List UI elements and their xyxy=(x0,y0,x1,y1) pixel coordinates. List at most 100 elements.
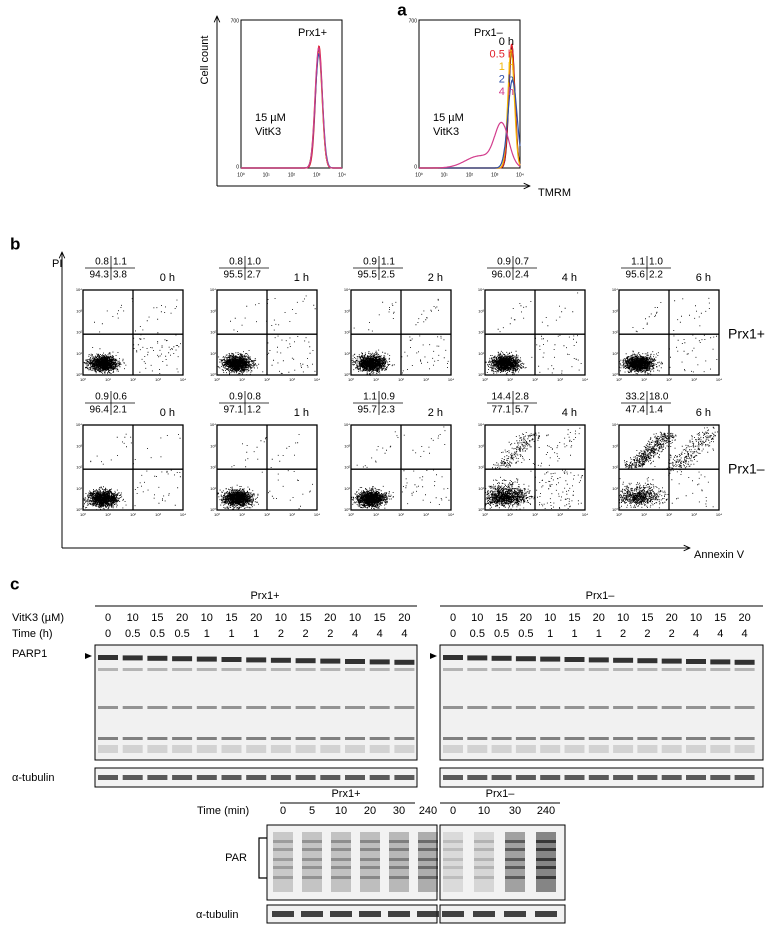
band xyxy=(122,706,143,709)
band xyxy=(389,848,409,851)
axis-tick-label: 10⁰ xyxy=(76,372,82,377)
axis-tick-label: 10⁰ xyxy=(80,512,86,517)
band xyxy=(246,657,267,663)
row-label: VitK3 (µM) xyxy=(12,612,64,624)
lane-label: 15 xyxy=(299,612,311,624)
axis-tick-label: 10⁴ xyxy=(76,287,82,292)
band xyxy=(418,876,438,879)
axis-tick-label: 10¹ xyxy=(373,377,379,382)
band xyxy=(564,775,585,780)
axis-tick-label: 10² xyxy=(130,377,136,382)
band xyxy=(443,866,463,869)
band xyxy=(345,706,365,709)
axis-tick-label: 10⁰ xyxy=(612,372,618,377)
band xyxy=(246,737,267,740)
band xyxy=(221,668,242,671)
x-axis-label: Annexin V xyxy=(694,549,745,561)
band xyxy=(637,706,658,709)
axis-tick-label: 10⁴ xyxy=(478,422,484,427)
band xyxy=(369,775,390,780)
band xyxy=(710,737,731,740)
blot-parp1 xyxy=(439,644,764,761)
band xyxy=(474,840,494,843)
lane-label: 15 xyxy=(495,612,507,624)
band xyxy=(504,911,526,917)
lane-label: 15 xyxy=(374,612,386,624)
axis-tick-label: 10² xyxy=(398,377,404,382)
quadrant-value: 0.8 xyxy=(247,392,261,403)
band xyxy=(418,866,438,869)
band xyxy=(98,655,118,660)
axis-tick-label: 10² xyxy=(344,465,350,470)
dot-plot-events xyxy=(351,298,449,376)
lane-label: 0 xyxy=(105,628,111,640)
band xyxy=(360,876,380,879)
histogram-curve xyxy=(241,46,342,169)
band xyxy=(661,775,682,780)
quadrant-value: 0.8 xyxy=(229,257,243,268)
band xyxy=(686,737,706,740)
row-label: Time (min) xyxy=(197,805,249,817)
y-axis-label: PI xyxy=(52,258,62,270)
band xyxy=(491,737,512,740)
dot-plot-events xyxy=(217,295,316,376)
axis-tick-label: 10¹ xyxy=(641,512,647,517)
band xyxy=(564,745,585,753)
lane-label: 20 xyxy=(176,612,188,624)
x-tick-label: 10⁴ xyxy=(338,172,346,178)
quadrant-value: 0.6 xyxy=(113,392,127,403)
blot-par xyxy=(266,824,438,901)
band xyxy=(270,775,291,780)
axis-tick-label: 10⁴ xyxy=(180,512,186,517)
axis-tick-label: 10⁴ xyxy=(716,377,722,382)
axis-tick-label: 10² xyxy=(666,512,672,517)
band xyxy=(147,655,168,661)
band xyxy=(491,745,512,753)
lane-label: 15 xyxy=(225,612,237,624)
band xyxy=(443,858,463,861)
axis-tick-label: 10⁴ xyxy=(612,287,618,292)
band xyxy=(418,858,438,861)
band xyxy=(273,840,293,843)
axis-tick-label: 10⁴ xyxy=(582,512,588,517)
axis-tick-label: 10¹ xyxy=(344,486,350,491)
band xyxy=(443,745,463,753)
lane-label: 4 xyxy=(717,628,723,640)
band xyxy=(345,775,365,780)
lane-label: 15 xyxy=(151,612,163,624)
band xyxy=(613,668,634,671)
axis-tick-label: 10³ xyxy=(289,512,295,517)
lane-label: 10 xyxy=(349,612,361,624)
y-tick-label: 0 xyxy=(414,164,417,170)
x-tick-label: 10¹ xyxy=(263,172,271,178)
quadrant-value: 3.8 xyxy=(113,270,127,281)
axis-tick-label: 10² xyxy=(532,512,538,517)
lane-label: 2 xyxy=(327,628,333,640)
quadrant-value: 47.4 xyxy=(626,405,646,416)
group-label: Prx1+ xyxy=(331,788,360,800)
band xyxy=(734,737,755,740)
quadrant-value: 2.5 xyxy=(381,270,395,281)
quadrant-value: 33.2 xyxy=(626,392,646,403)
axis-tick-label: 10³ xyxy=(691,512,697,517)
band xyxy=(270,668,291,671)
band-label: α-tubulin xyxy=(196,909,238,921)
lane-label: 2 xyxy=(644,628,650,640)
band xyxy=(172,737,193,740)
band xyxy=(302,840,322,843)
band xyxy=(389,876,409,879)
lane-label: 10 xyxy=(478,805,490,817)
band xyxy=(302,858,322,861)
lane-label: 1 xyxy=(228,628,234,640)
band xyxy=(389,858,409,861)
quadrant-value: 1.0 xyxy=(247,257,261,268)
band xyxy=(394,706,415,709)
lane-label: 4 xyxy=(693,628,699,640)
band xyxy=(295,775,316,780)
quadrant-value: 2.1 xyxy=(113,405,127,416)
band xyxy=(443,737,463,740)
band xyxy=(710,775,731,780)
band xyxy=(221,657,242,662)
band xyxy=(331,866,351,869)
lane-label: 10 xyxy=(201,612,213,624)
